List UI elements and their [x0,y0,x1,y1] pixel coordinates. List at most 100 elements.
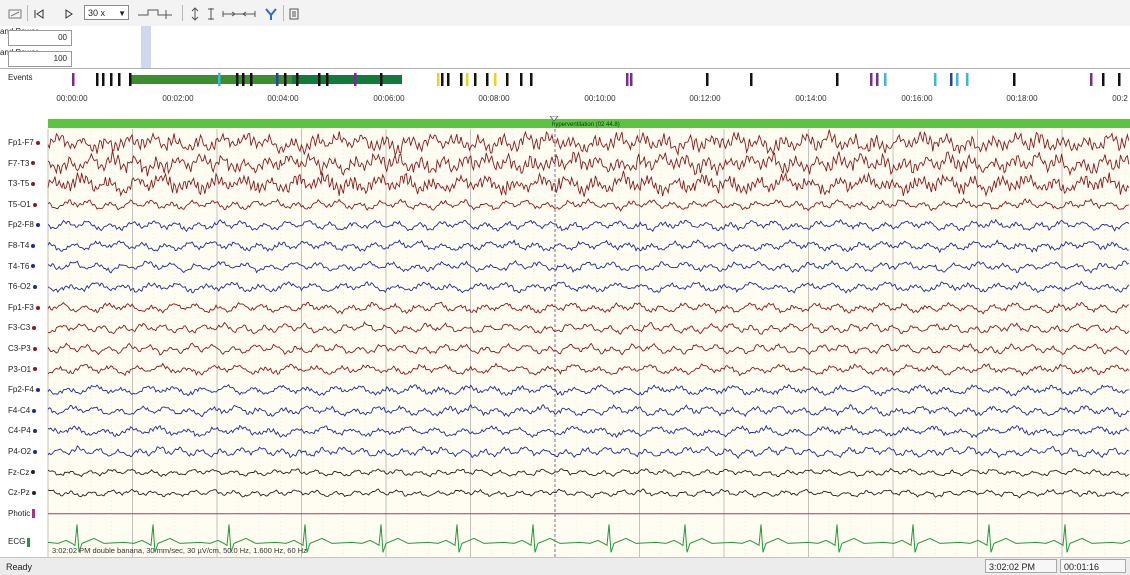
channel-label[interactable]: Fp2-F8 [8,220,40,229]
event-span-dark [292,75,402,84]
eeg-plot[interactable]: hyperventilation (02 44.8) Fp1-F7 F7-T3 T3… [0,116,1130,557]
time-tick: 00:04:00 [267,94,299,103]
eeg-trace [47,321,1130,335]
eeg-traces[interactable]: hyperventilation (02 44.8) [0,116,1130,557]
channel-marker-icon [35,305,40,310]
channel-marker-icon [31,491,36,496]
channel-marker-icon [32,285,37,290]
eeg-trace [47,301,1130,315]
channel-label[interactable]: F3-C3 [8,323,37,332]
channel-marker-icon [32,326,37,331]
channel-label[interactable]: T3-T5 [8,179,36,188]
cursor-marker-icon [549,116,559,122]
channel-marker-icon [35,223,40,228]
step-back-icon[interactable] [32,7,46,21]
eeg-trace [47,280,1130,294]
zoom-value: 30 x [88,8,106,18]
channel-marker-icon [31,264,36,269]
channel-label[interactable]: C3-P3 [8,344,37,353]
event-marker [630,73,633,86]
eeg-trace [47,362,1130,377]
channel-label[interactable]: Fp1-F7 [8,138,40,147]
channel-marker-icon [32,408,37,413]
event-marker [934,73,937,86]
channel-label[interactable]: T4-T6 [8,262,36,271]
channel-label[interactable]: T6-O2 [8,282,37,291]
time-ruler[interactable]: 00:00:00 00:02:00 00:04:00 00:06:00 00:0… [0,90,1130,116]
channel-label[interactable]: P4-O2 [8,447,38,456]
elapsed-field: 00:01:16 [1060,559,1126,573]
event-marker [380,73,383,86]
filter-icon[interactable] [264,7,278,21]
eeg-trace [47,445,1129,459]
sensitivity-up-icon[interactable] [190,7,200,21]
time-tick: 00:08:00 [478,94,510,103]
event-marker [1013,73,1016,86]
channel-label[interactable]: F8-T4 [8,241,36,250]
channel-label[interactable]: Fp1-F3 [8,303,40,312]
channel-label[interactable]: ECG [8,537,31,547]
eeg-trace [47,129,1130,157]
separator [283,5,284,21]
channel-label[interactable]: P3-O1 [8,365,38,374]
event-marker [956,73,959,86]
event-marker [870,73,873,86]
separator [182,5,183,21]
channel-marker-icon [31,161,36,166]
channel-label[interactable]: C4-P4 [8,426,37,435]
event-marker [118,73,121,86]
time-tick: 00:06:00 [373,94,405,103]
channel-marker-icon [27,537,31,547]
power-value-box[interactable]: 00 [8,30,72,46]
event-marker [530,73,533,86]
channel-label[interactable]: Fp2-F4 [8,385,40,394]
channel-marker-icon [33,449,38,454]
channel-label[interactable]: F4-C4 [8,406,37,415]
montage-icon[interactable] [8,7,22,21]
channel-label[interactable]: Fz-Cz [8,468,36,477]
events-label: Events [8,73,33,82]
channel-marker-icon [33,367,38,372]
play-icon[interactable] [62,7,76,21]
channel-label[interactable]: T5-O1 [8,200,37,209]
event-marker [354,73,357,86]
time-tick: 00:18:00 [1006,94,1038,103]
recording-info: 3:02:02 PM double banana, 30 mm/sec, 30 … [52,546,307,555]
gain-adjust-icon[interactable] [136,7,176,21]
event-marker [284,73,287,86]
channel-label[interactable]: Cz-Pz [8,488,36,497]
event-marker [1090,73,1093,86]
time-tick: 00:00:00 [56,94,88,103]
power-row-2: and Power 100 [0,47,1130,69]
event-marker [110,73,113,86]
event-marker [242,73,245,86]
event-span-hyperventilation [130,75,402,84]
event-marker [129,73,132,86]
eeg-trace [47,342,1130,356]
event-marker [460,73,463,86]
channel-marker-icon [31,182,36,187]
eeg-trace [47,150,1130,177]
event-marker [96,73,99,86]
event-marker [486,73,489,86]
events-markers[interactable] [0,69,1130,90]
event-marker [296,73,299,86]
zoom-dropdown[interactable]: 30 x ▼ [84,5,129,20]
event-marker [437,73,440,86]
eeg-trace [47,467,1130,478]
eeg-trace [47,259,1130,274]
event-marker [466,73,469,86]
grid-icon[interactable] [288,7,300,21]
channel-label[interactable]: Photic [8,509,36,519]
channel-label[interactable]: F7-T3 [8,159,36,168]
time-tick: 00:2 [1112,94,1128,103]
time-scale-icon[interactable] [222,7,256,21]
time-highlight [141,26,151,47]
channel-marker-icon [31,470,36,475]
eeg-trace [47,524,1130,553]
event-marker [1118,73,1121,86]
power-value-box[interactable]: 100 [8,51,72,67]
sensitivity-down-icon[interactable] [206,7,216,21]
toolbar: 30 x ▼ [0,0,1130,27]
separator [27,5,28,21]
